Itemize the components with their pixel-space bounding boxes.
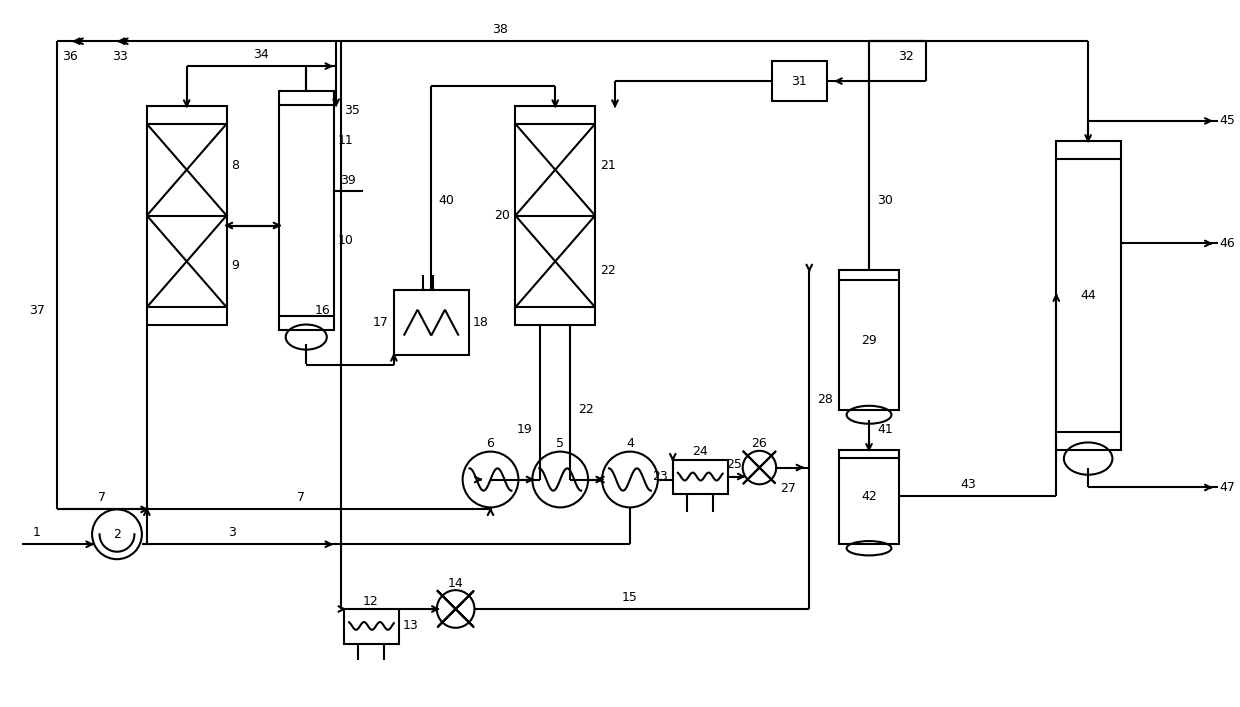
Text: 46: 46 xyxy=(1220,237,1235,250)
Text: 15: 15 xyxy=(622,590,637,604)
Text: 6: 6 xyxy=(486,437,495,450)
Text: 44: 44 xyxy=(1080,288,1096,302)
Text: 36: 36 xyxy=(62,49,78,63)
Text: 38: 38 xyxy=(492,23,508,36)
Text: 3: 3 xyxy=(228,526,236,539)
Text: 13: 13 xyxy=(403,619,419,633)
Text: 31: 31 xyxy=(791,74,807,88)
Text: 14: 14 xyxy=(448,577,464,590)
Text: 5: 5 xyxy=(557,437,564,450)
Bar xyxy=(343,609,399,644)
Text: 34: 34 xyxy=(253,47,269,61)
Bar xyxy=(673,460,728,494)
Text: 40: 40 xyxy=(439,194,455,207)
Text: 32: 32 xyxy=(898,49,914,63)
Bar xyxy=(773,61,827,101)
Text: 30: 30 xyxy=(877,194,893,207)
Text: 10: 10 xyxy=(339,234,353,247)
Text: 2: 2 xyxy=(113,528,122,541)
Text: 41: 41 xyxy=(877,423,893,436)
Bar xyxy=(1056,141,1121,450)
Bar xyxy=(146,106,227,325)
Text: 12: 12 xyxy=(363,595,379,607)
Text: 20: 20 xyxy=(495,209,511,222)
Text: 45: 45 xyxy=(1220,115,1235,127)
Text: 35: 35 xyxy=(343,105,360,117)
Text: 22: 22 xyxy=(600,264,616,277)
Text: 1: 1 xyxy=(32,526,40,539)
Bar xyxy=(279,91,334,330)
Text: 21: 21 xyxy=(600,159,616,173)
Text: 33: 33 xyxy=(112,49,128,63)
Bar xyxy=(839,270,899,410)
Text: 22: 22 xyxy=(578,403,594,416)
Text: 39: 39 xyxy=(340,174,356,187)
Text: 18: 18 xyxy=(472,315,489,329)
Text: 47: 47 xyxy=(1220,481,1235,494)
Text: 28: 28 xyxy=(817,393,833,407)
Text: 29: 29 xyxy=(861,334,877,346)
Text: 9: 9 xyxy=(232,259,239,272)
Text: 42: 42 xyxy=(861,490,877,503)
Bar xyxy=(516,106,595,325)
Text: 16: 16 xyxy=(314,304,330,317)
Bar xyxy=(394,291,469,355)
Text: 37: 37 xyxy=(30,304,46,317)
Text: 4: 4 xyxy=(626,437,634,450)
Text: 8: 8 xyxy=(232,159,239,173)
Text: 19: 19 xyxy=(517,423,532,436)
Text: 27: 27 xyxy=(780,482,796,495)
Text: 11: 11 xyxy=(339,134,353,147)
Bar xyxy=(839,450,899,544)
Text: 17: 17 xyxy=(373,315,389,329)
Text: 25: 25 xyxy=(727,458,743,471)
Text: 43: 43 xyxy=(961,478,976,491)
Text: 26: 26 xyxy=(751,437,768,450)
Text: 7: 7 xyxy=(298,491,305,504)
Text: 23: 23 xyxy=(652,470,668,483)
Text: 24: 24 xyxy=(692,445,708,458)
Text: 7: 7 xyxy=(98,491,107,504)
